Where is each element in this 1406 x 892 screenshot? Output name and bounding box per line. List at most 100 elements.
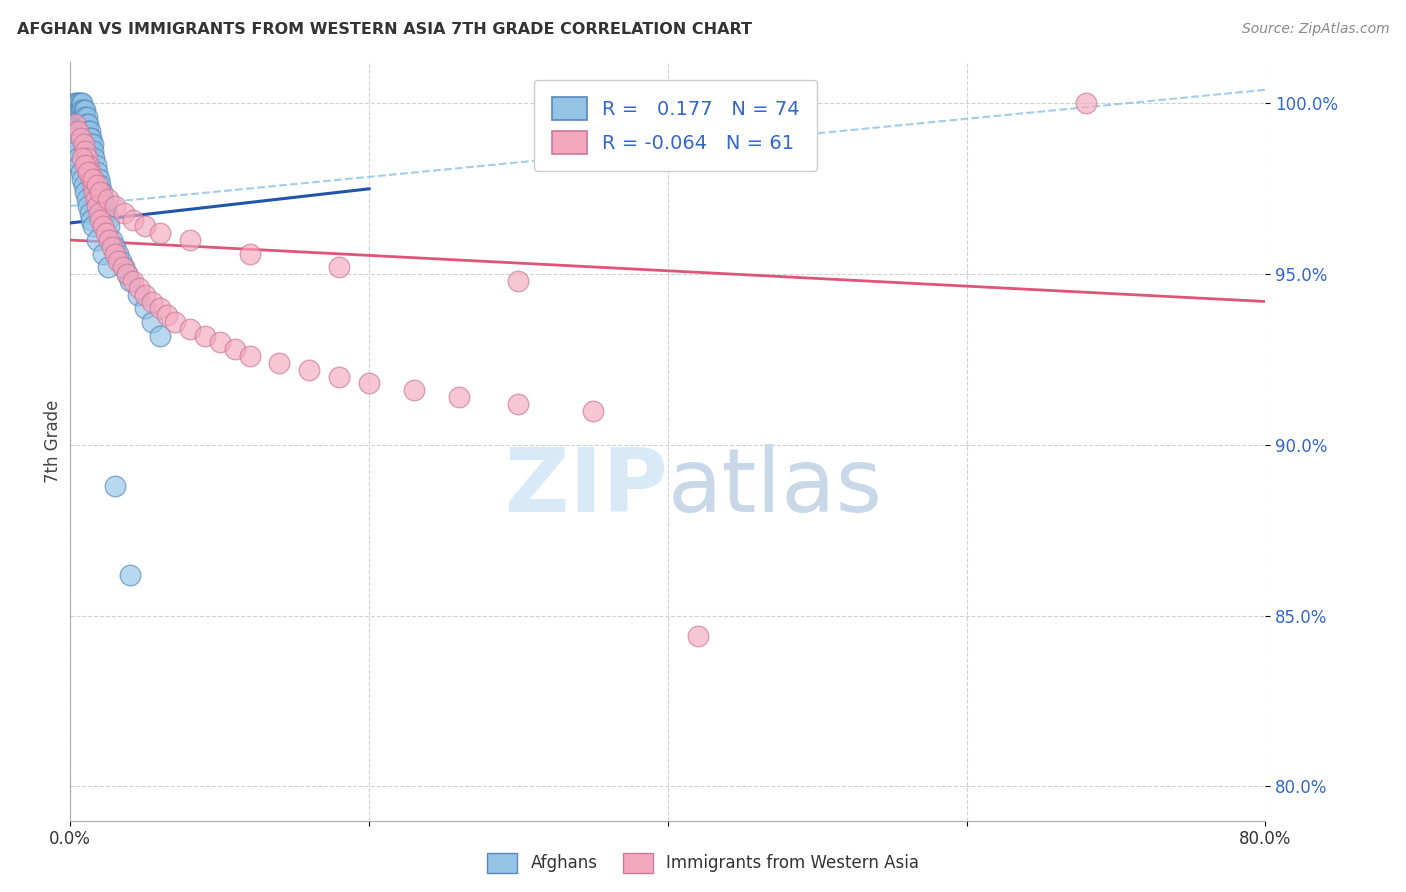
Point xyxy=(328,369,350,384)
Point xyxy=(70,103,93,118)
Point xyxy=(91,246,114,260)
Point xyxy=(73,110,96,124)
Point xyxy=(134,287,156,301)
Point xyxy=(89,185,111,199)
Point xyxy=(149,328,172,343)
Point xyxy=(86,199,108,213)
Point xyxy=(82,145,104,159)
Point xyxy=(79,130,101,145)
Point xyxy=(67,96,90,111)
Point xyxy=(82,178,104,193)
Point xyxy=(66,151,89,165)
Point xyxy=(75,185,97,199)
Point xyxy=(76,110,98,124)
Point xyxy=(76,192,98,206)
Point xyxy=(91,192,114,206)
Point xyxy=(104,199,127,213)
Point xyxy=(328,260,350,275)
Point xyxy=(80,212,103,227)
Point xyxy=(239,246,262,260)
Point xyxy=(122,212,145,227)
Legend: R =   0.177   N = 74, R = -0.064   N = 61: R = 0.177 N = 74, R = -0.064 N = 61 xyxy=(534,79,817,171)
Point xyxy=(115,267,138,281)
Point xyxy=(77,124,100,138)
Point xyxy=(75,145,97,159)
Point xyxy=(104,246,127,260)
Point xyxy=(65,117,87,131)
Point xyxy=(79,205,101,219)
Point xyxy=(101,240,124,254)
Point xyxy=(65,96,87,111)
Point xyxy=(298,363,321,377)
Point xyxy=(149,226,172,240)
Point xyxy=(79,165,101,179)
Point xyxy=(112,205,135,219)
Point xyxy=(111,260,134,275)
Point xyxy=(76,151,98,165)
Point xyxy=(87,205,110,219)
Point xyxy=(127,287,149,301)
Point xyxy=(1076,96,1098,111)
Point xyxy=(77,165,100,179)
Point xyxy=(73,117,96,131)
Point xyxy=(69,165,91,179)
Point xyxy=(104,479,127,493)
Point xyxy=(77,158,100,172)
Point xyxy=(69,96,91,111)
Point xyxy=(87,171,110,186)
Point xyxy=(80,171,103,186)
Point xyxy=(70,110,93,124)
Point xyxy=(163,315,186,329)
Point xyxy=(65,145,87,159)
Point xyxy=(75,110,97,124)
Legend: Afghans, Immigrants from Western Asia: Afghans, Immigrants from Western Asia xyxy=(481,847,925,880)
Text: ZIP: ZIP xyxy=(505,443,668,531)
Point xyxy=(97,212,120,227)
Point xyxy=(508,274,530,288)
Point xyxy=(115,267,138,281)
Point xyxy=(104,240,127,254)
Point xyxy=(101,233,124,247)
Point xyxy=(83,151,105,165)
Point xyxy=(93,199,115,213)
Point xyxy=(89,178,111,193)
Point xyxy=(582,404,605,418)
Text: atlas: atlas xyxy=(668,443,883,531)
Point xyxy=(67,103,90,118)
Point xyxy=(80,137,103,152)
Point xyxy=(69,130,91,145)
Point xyxy=(63,110,86,124)
Point xyxy=(66,110,89,124)
Point xyxy=(73,137,96,152)
Text: Source: ZipAtlas.com: Source: ZipAtlas.com xyxy=(1241,22,1389,37)
Point xyxy=(82,219,104,234)
Point xyxy=(447,390,470,404)
Point xyxy=(63,137,86,152)
Point xyxy=(84,192,107,206)
Point xyxy=(75,117,97,131)
Point xyxy=(112,260,135,275)
Point xyxy=(62,130,84,145)
Point xyxy=(69,103,91,118)
Point xyxy=(194,328,217,343)
Point xyxy=(96,226,118,240)
Text: AFGHAN VS IMMIGRANTS FROM WESTERN ASIA 7TH GRADE CORRELATION CHART: AFGHAN VS IMMIGRANTS FROM WESTERN ASIA 7… xyxy=(17,22,752,37)
Point xyxy=(122,274,145,288)
Point xyxy=(97,192,120,206)
Point xyxy=(70,96,93,111)
Point xyxy=(70,151,93,165)
Point xyxy=(82,137,104,152)
Point xyxy=(269,356,291,370)
Point xyxy=(66,103,89,118)
Point xyxy=(66,96,89,111)
Point xyxy=(98,233,121,247)
Point xyxy=(156,308,179,322)
Point xyxy=(66,124,89,138)
Point xyxy=(141,315,163,329)
Point xyxy=(402,384,425,398)
Point xyxy=(120,274,141,288)
Point xyxy=(76,117,98,131)
Point xyxy=(97,260,120,275)
Point xyxy=(86,165,108,179)
Point xyxy=(508,397,530,411)
